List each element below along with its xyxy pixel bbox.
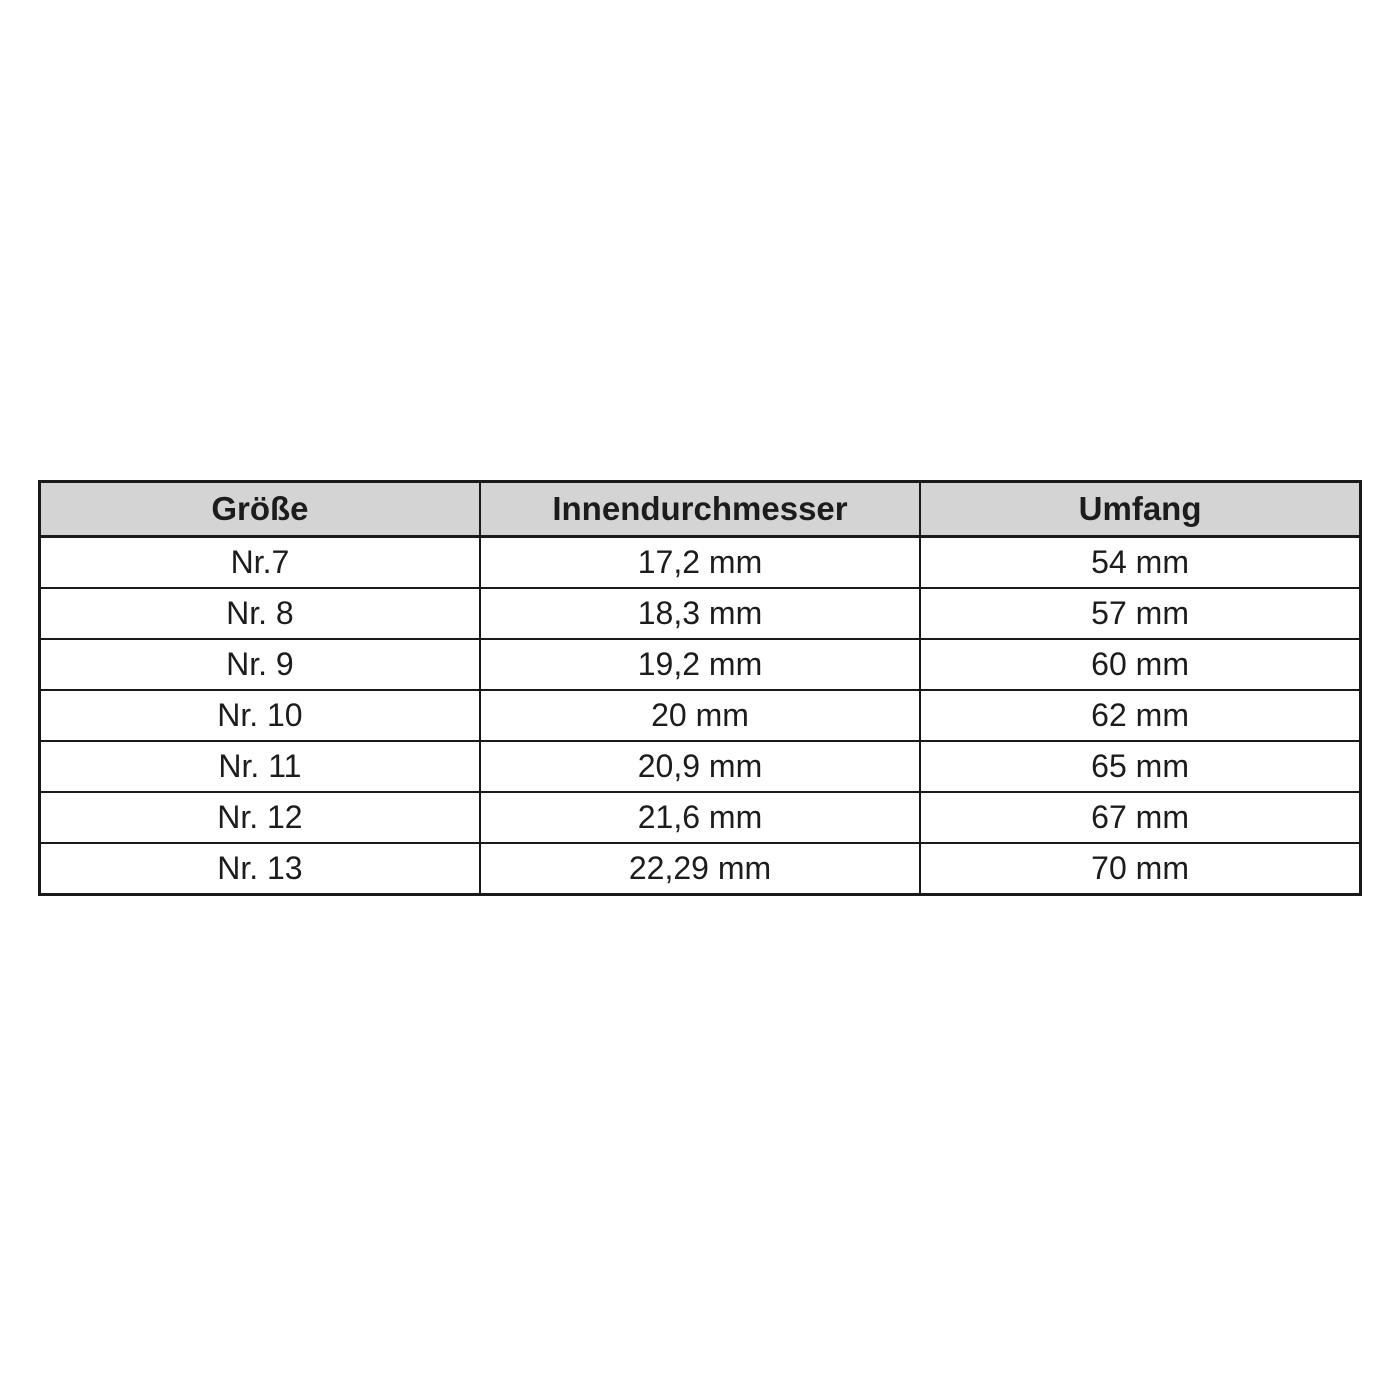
diameter-cell: 21,6 mm — [478, 791, 922, 844]
circumference-cell: 67 mm — [919, 791, 1362, 844]
size-cell: Nr. 11 — [38, 740, 481, 793]
circumference-cell: 60 mm — [919, 638, 1362, 691]
diameter-cell: 18,3 mm — [478, 587, 922, 640]
size-cell: Nr. 8 — [38, 587, 481, 640]
diameter-cell: 22,29 mm — [478, 842, 922, 896]
circumference-cell: 54 mm — [919, 535, 1362, 589]
table-row: Nr. 10 20 mm 62 mm — [38, 689, 1362, 742]
circumference-cell: 65 mm — [919, 740, 1362, 793]
header-row: Größe Innendurchmesser Umfang — [38, 480, 1362, 538]
table-row: Nr.7 17,2 mm 54 mm — [38, 535, 1362, 589]
size-cell: Nr. 10 — [38, 689, 481, 742]
ring-size-table: Größe Innendurchmesser Umfang Nr.7 17,2 … — [38, 480, 1362, 896]
circumference-cell: 62 mm — [919, 689, 1362, 742]
table-row: Nr. 12 21,6 mm 67 mm — [38, 791, 1362, 844]
diameter-cell: 17,2 mm — [478, 535, 922, 589]
table-row: Nr. 13 22,29 mm 70 mm — [38, 842, 1362, 896]
size-cell: Nr.7 — [38, 535, 481, 589]
size-cell: Nr. 12 — [38, 791, 481, 844]
column-header-groesse: Größe — [38, 480, 481, 538]
circumference-cell: 57 mm — [919, 587, 1362, 640]
diameter-cell: 20,9 mm — [478, 740, 922, 793]
table-row: Nr. 11 20,9 mm 65 mm — [38, 740, 1362, 793]
table-row: Nr. 8 18,3 mm 57 mm — [38, 587, 1362, 640]
diameter-cell: 20 mm — [478, 689, 922, 742]
circumference-cell: 70 mm — [919, 842, 1362, 896]
diameter-cell: 19,2 mm — [478, 638, 922, 691]
table-row: Nr. 9 19,2 mm 60 mm — [38, 638, 1362, 691]
column-header-innendurchmesser: Innendurchmesser — [478, 480, 922, 538]
size-cell: Nr. 13 — [38, 842, 481, 896]
column-header-umfang: Umfang — [919, 480, 1362, 538]
size-cell: Nr. 9 — [38, 638, 481, 691]
